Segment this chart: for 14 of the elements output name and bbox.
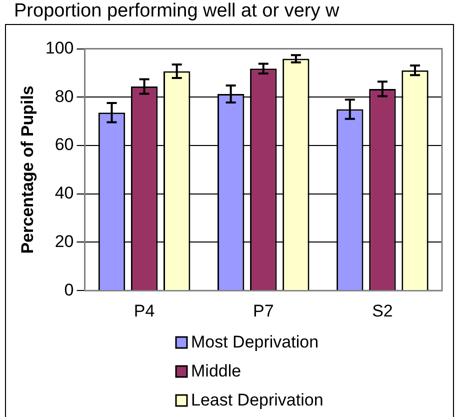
- y-tick-label: 100: [45, 38, 74, 58]
- x-tick-label: S2: [372, 301, 393, 320]
- y-tick-label: 60: [54, 135, 74, 154]
- x-tick-label: P4: [134, 301, 155, 320]
- legend-label: Most Deprivation: [191, 332, 319, 352]
- y-tick-label: 20: [54, 232, 74, 251]
- y-tick-label: 80: [54, 86, 74, 106]
- legend-label: Middle: [191, 362, 242, 381]
- y-axis-title: Percentage of Pupils: [18, 86, 37, 254]
- y-tick-label: 40: [54, 184, 74, 203]
- legend-label: Least Deprivation: [191, 390, 324, 410]
- y-tick-label: 0: [64, 280, 74, 300]
- chart-title: Proportion performing well at or very w: [14, 0, 340, 22]
- x-tick-label: P7: [252, 301, 274, 320]
